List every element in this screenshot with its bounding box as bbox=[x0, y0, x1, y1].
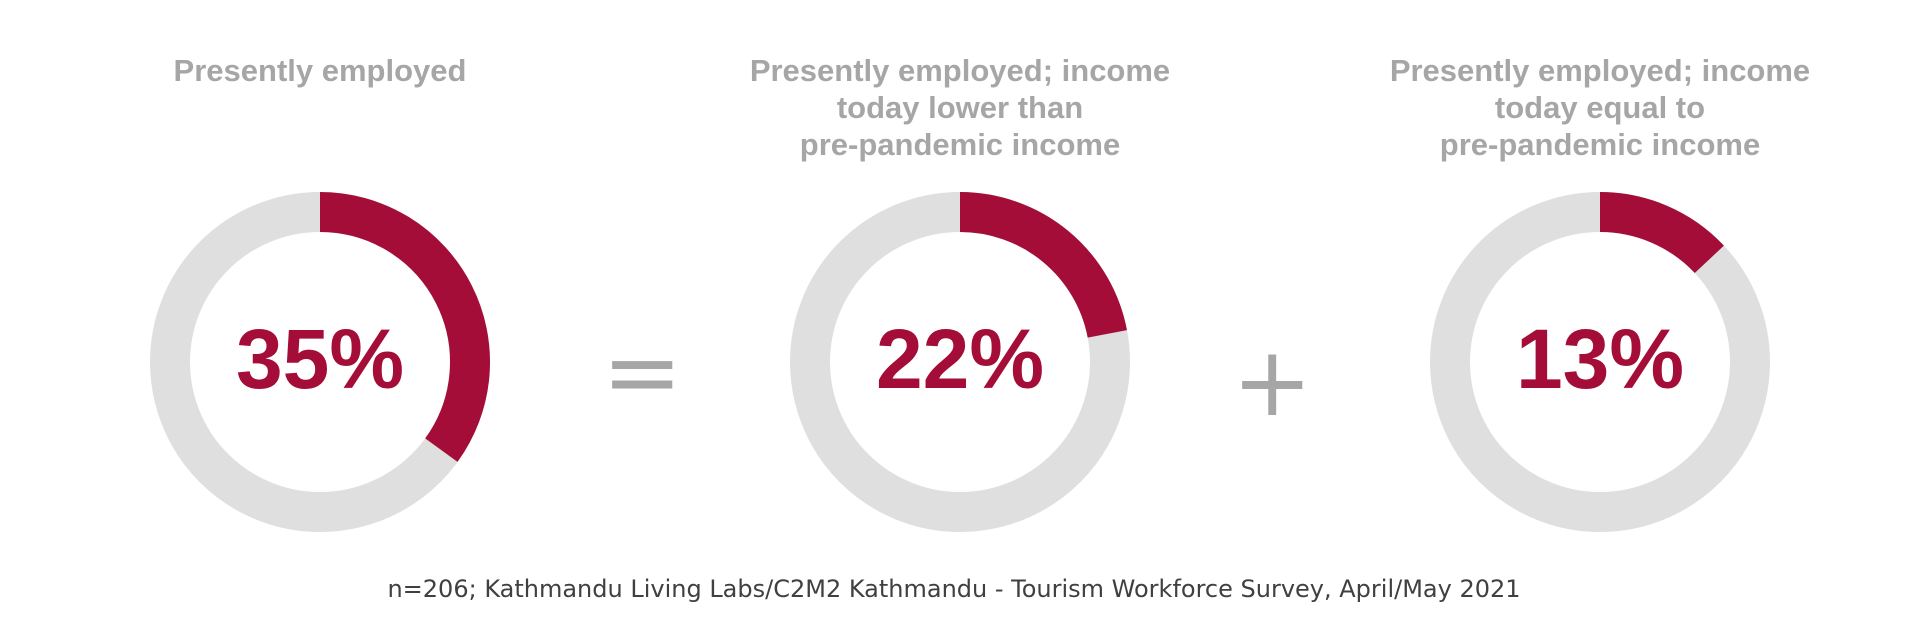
source-footnote: n=206; Kathmandu Living Labs/C2M2 Kathma… bbox=[387, 575, 1521, 603]
chart-title: Presently employed bbox=[173, 53, 467, 88]
chart-title: Presently employed; income today equal t… bbox=[1389, 53, 1811, 162]
equals-sign: = bbox=[602, 316, 683, 428]
donut-panel-presently-employed: Presently employed 35% bbox=[90, 0, 550, 560]
donut-panel-income-equal: Presently employed; income today equal t… bbox=[1370, 0, 1830, 560]
donut-value-arc bbox=[959, 192, 1127, 339]
donut-chart: 22% bbox=[790, 192, 1130, 532]
donut-chart: 13% bbox=[1430, 192, 1770, 532]
donut-panel-income-lower: Presently employed; income today lower t… bbox=[730, 0, 1190, 560]
percentage-label: 35% bbox=[236, 312, 404, 406]
donut-value-arc bbox=[1599, 192, 1724, 274]
plus-sign: + bbox=[1232, 326, 1313, 438]
donut-value-arc bbox=[319, 192, 490, 462]
donut-chart: 35% bbox=[150, 192, 490, 532]
chart-title: Presently employed; income today lower t… bbox=[749, 53, 1171, 162]
percentage-label: 22% bbox=[876, 312, 1044, 406]
percentage-label: 13% bbox=[1516, 312, 1684, 406]
